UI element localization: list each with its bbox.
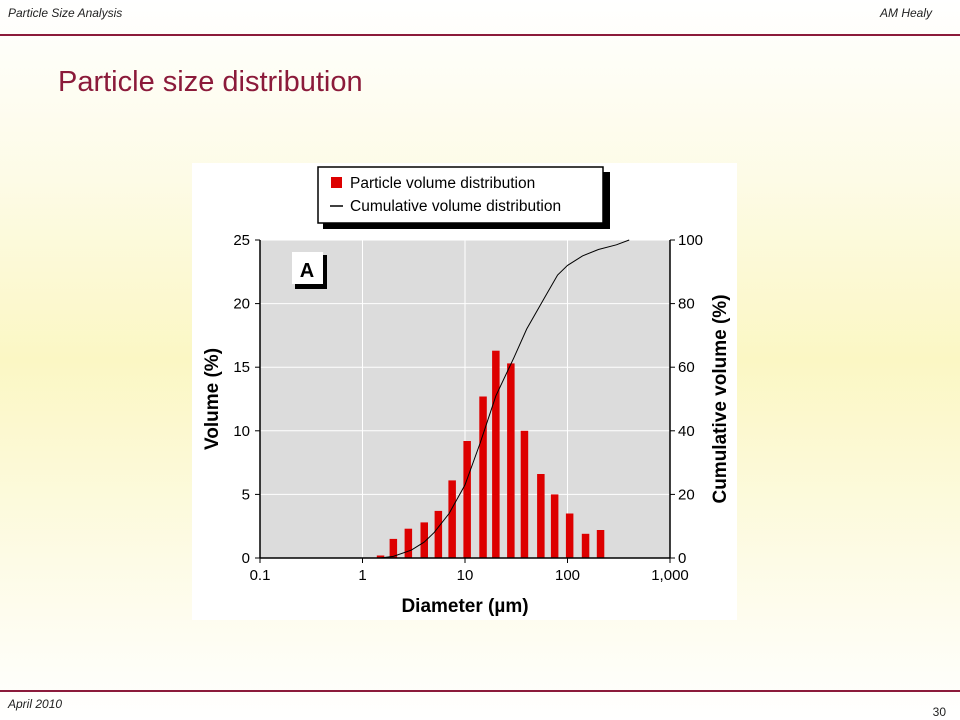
x-tick-label: 1,000 xyxy=(651,567,689,584)
header-right-text: AM Healy xyxy=(879,6,932,20)
y-tick-label: 25 xyxy=(233,232,250,249)
x-tick-label: 100 xyxy=(555,567,580,584)
y2-tick-label: 100 xyxy=(678,232,703,249)
volume-bar xyxy=(492,350,500,558)
legend-bar-label: Particle volume distribution xyxy=(350,175,535,192)
header-left-text: Particle Size Analysis xyxy=(8,6,123,20)
y-axis-title: Volume (%) xyxy=(202,348,223,450)
volume-bar xyxy=(537,474,545,558)
volume-bar xyxy=(389,538,398,558)
volume-bar xyxy=(434,510,443,558)
panel-label-box: A xyxy=(292,252,327,289)
grid-lines xyxy=(259,239,671,559)
y2-axis-title: Cumulative volume (%) xyxy=(710,294,731,503)
volume-bar xyxy=(463,441,471,558)
header-divider xyxy=(0,34,960,36)
y2-tick-label: 0 xyxy=(678,550,686,567)
legend-line-label: Cumulative volume distribution xyxy=(350,198,561,215)
volume-bar xyxy=(376,555,385,558)
y-tick-label: 20 xyxy=(233,296,250,313)
chart-panel: 0.1 1 10 100 1,000 0 5 10 15 20 25 0 20 40 60 80 100 A P… xyxy=(192,163,737,620)
x-tick-label: 0.1 xyxy=(250,567,271,584)
volume-bar xyxy=(520,430,529,558)
y2-tick-label: 40 xyxy=(678,423,695,440)
volume-bar xyxy=(596,530,605,558)
panel-label: A xyxy=(300,260,314,282)
cumulative-line xyxy=(380,239,630,559)
x-tick-label: 10 xyxy=(457,567,474,584)
y2-tick-label: 20 xyxy=(678,486,695,503)
footer-divider xyxy=(0,690,960,692)
y-tick-label: 5 xyxy=(242,486,250,503)
legend-bar-swatch xyxy=(331,177,342,188)
volume-bar xyxy=(479,396,487,558)
x-axis-title: Diameter (µm) xyxy=(401,596,528,617)
y2-tick-label: 60 xyxy=(678,359,695,376)
volume-bar xyxy=(565,513,574,558)
volume-bar xyxy=(404,528,413,558)
volume-bar xyxy=(550,494,559,558)
page-number: 30 xyxy=(932,705,946,719)
y-tick-label: 0 xyxy=(242,550,250,567)
bar-series xyxy=(376,350,605,558)
y-tick-label: 15 xyxy=(233,359,250,376)
y-tick-label: 10 xyxy=(233,423,250,440)
volume-bar xyxy=(507,363,515,558)
volume-bar xyxy=(581,533,590,558)
volume-bar xyxy=(420,522,428,558)
x-tick-label: 1 xyxy=(358,567,366,584)
footer-date: April 2010 xyxy=(8,697,63,711)
legend: Particle volume distribution Cumulative … xyxy=(317,166,610,229)
slide-title: Particle size distribution xyxy=(58,66,363,98)
y2-tick-label: 80 xyxy=(678,296,695,313)
volume-bar xyxy=(448,480,456,558)
